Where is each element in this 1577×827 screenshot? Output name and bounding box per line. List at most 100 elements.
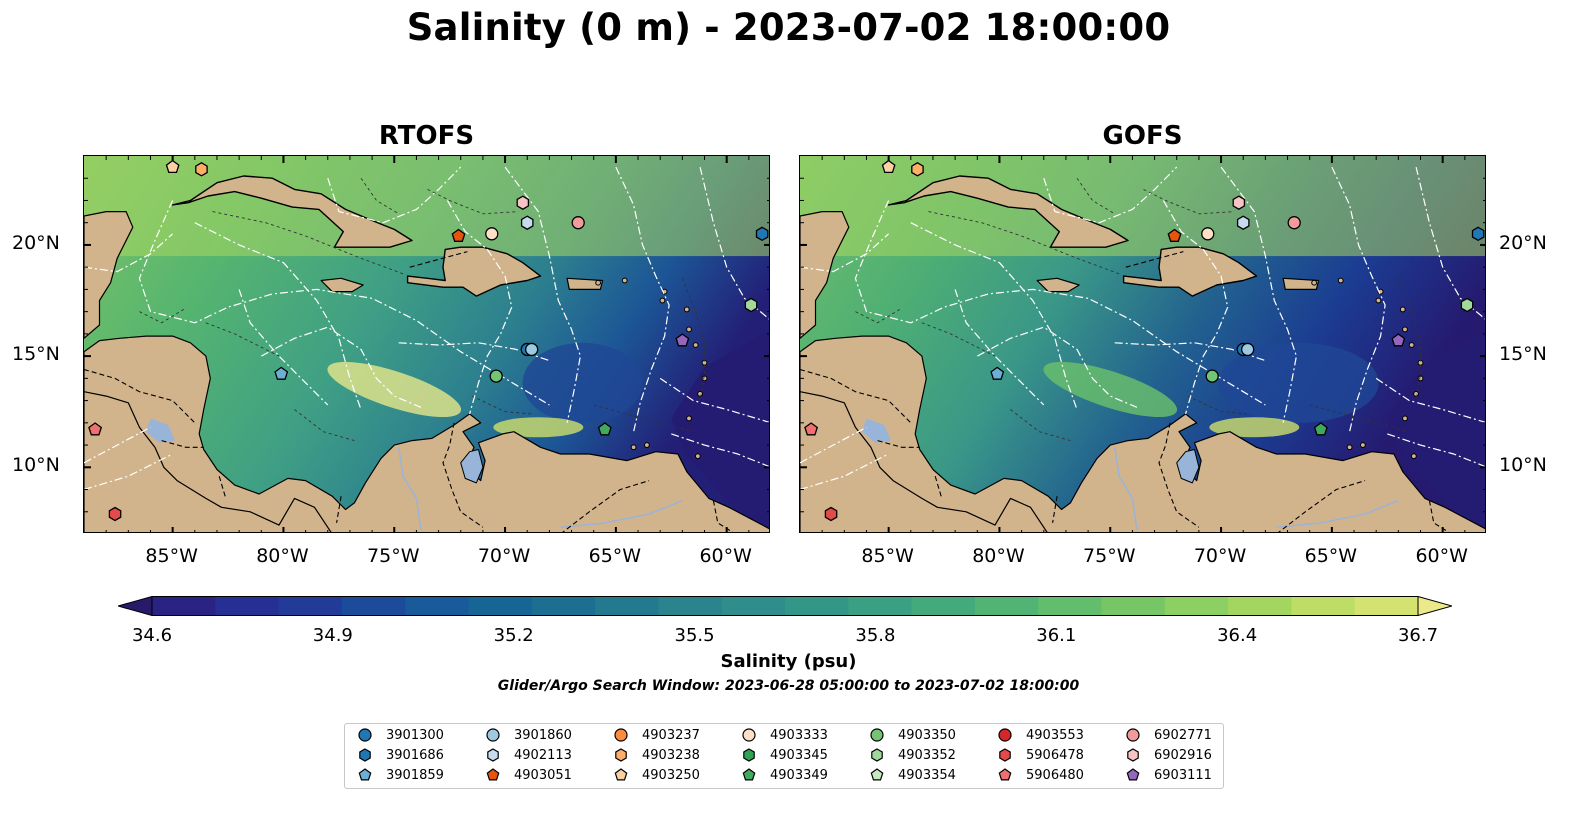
search-window-note: Glider/Argo Search Window: 2023-06-28 05… [497,678,1080,694]
float-marker-4903250[interactable] [881,159,896,174]
colorbar-tick-label: 35.2 [493,625,534,646]
x-tick-label: 80°W [256,545,309,567]
panel-title-gofs: GOFS [1102,121,1183,151]
colorbar-tick-label: 35.8 [855,625,896,646]
colorbar-segment [152,596,216,616]
legend-label: 4903250 [642,767,700,783]
legend-item-3901686: 3901686 [357,747,444,763]
float-marker-3901686[interactable] [1471,226,1485,242]
legend-item-4903237: 4903237 [613,727,700,743]
colorbar [116,595,1454,617]
float-marker-4903333[interactable] [485,227,499,241]
x-tick-label: 60°W [699,545,752,567]
colorbar-segment [468,596,533,616]
hexagon-marker-icon [1127,748,1139,762]
float-marker-4903238[interactable] [195,162,208,177]
circle-marker-icon [486,728,500,742]
float-marker-6902771[interactable] [571,216,585,230]
float-marker-5906480[interactable] [804,422,819,436]
colorbar-segment [848,596,913,616]
colorbar-extend-low [116,595,153,617]
float-marker-4903051[interactable] [451,228,466,242]
pentagon-marker-icon [486,768,500,781]
float-marker-3901686[interactable] [755,226,769,242]
float-marker-4903352[interactable] [744,297,758,313]
x-tick-label: 65°W [588,545,642,567]
legend-label: 4903553 [1026,727,1084,743]
float-marker-5906480[interactable] [88,422,103,436]
float-marker-4903350[interactable] [1205,369,1219,383]
float-marker-4903051[interactable] [1167,228,1182,242]
float-legend: 3901300 3901686 3901859 3901860 4902113 49030… [344,723,1224,789]
legend-label: 4903354 [898,767,956,783]
hexagon-marker-icon [359,748,371,762]
x-tick-label: 75°W [1083,545,1136,567]
legend-item-4903345: 4903345 [741,747,828,763]
legend-label: 3901686 [386,747,444,763]
colorbar-label: Salinity (psu) [720,651,857,672]
legend-item-6902771: 6902771 [1125,727,1212,743]
float-marker-6902916[interactable] [516,195,530,210]
circle-marker-icon [998,728,1012,742]
colorbar-segment [658,596,723,616]
x-tick-label: 85°W [145,545,198,567]
float-marker-5906478[interactable] [824,506,838,522]
float-marker-4902113[interactable] [1236,215,1250,230]
float-marker-4903333[interactable] [1201,227,1215,241]
pentagon-marker-icon [358,768,372,781]
map-gofs [799,155,1486,533]
hexagon-marker-icon [743,748,755,762]
y-tick-label-left: 20°N [12,231,60,254]
float-marker-6903111[interactable] [1391,333,1406,347]
hexagon-marker-icon [487,748,499,762]
hexagon-marker-icon [615,748,627,762]
float-marker-6902771[interactable] [1287,216,1301,230]
colorbar-segment [721,596,786,616]
float-marker-4903350[interactable] [489,369,503,383]
colorbar-extend-high [1417,595,1454,617]
float-marker-3901860[interactable] [525,342,539,357]
hexagon-marker-icon [999,748,1011,762]
legend-item-4903553: 4903553 [997,727,1084,743]
float-marker-5906478[interactable] [108,506,122,522]
circle-marker-icon [1126,728,1140,742]
legend-label: 4903333 [770,727,828,743]
legend-label: 3901860 [514,727,572,743]
float-marker-4903238[interactable] [911,162,924,177]
float-marker-3901859[interactable] [274,366,289,380]
legend-label: 6902771 [1154,727,1212,743]
colorbar-segment [278,596,343,616]
float-marker-6902916[interactable] [1232,195,1246,210]
legend-item-4903349: 4903349 [741,767,828,783]
y-tick-label-right: 20°N [1499,231,1547,254]
float-marker-4903349[interactable] [597,422,612,436]
colorbar-tick-label: 34.6 [131,625,173,646]
float-marker-4903250[interactable] [165,159,180,174]
pentagon-marker-icon [870,768,884,781]
float-marker-3901859[interactable] [990,366,1005,380]
colorbar-segment [215,596,280,616]
y-tick-label-left: 15°N [12,343,60,366]
legend-item-6902916: 6902916 [1125,747,1212,763]
legend-item-5906480: 5906480 [997,767,1084,783]
legend-item-4903354: 4903354 [869,767,956,783]
colorbar-tick-label: 36.7 [1397,625,1439,646]
colorbar-segment [341,596,406,616]
colorbar-segment [595,596,659,616]
legend-item-3901860: 3901860 [485,727,572,743]
x-tick-label: 75°W [367,545,420,567]
legend-label: 3901859 [386,767,444,783]
float-marker-4903349[interactable] [1313,422,1328,436]
legend-item-5906478: 5906478 [997,747,1084,763]
x-tick-label: 70°W [1193,545,1247,567]
legend-item-4902113: 4902113 [485,747,572,763]
legend-label: 4903238 [642,747,700,763]
float-marker-4903352[interactable] [1460,297,1474,313]
float-marker-6903111[interactable] [675,333,690,347]
float-marker-3901860[interactable] [1241,342,1255,357]
y-tick-label-left: 10°N [12,454,60,477]
legend-item-4903238: 4903238 [613,747,700,763]
panel-title-rtofs: RTOFS [378,121,475,151]
float-marker-4902113[interactable] [520,215,534,230]
legend-item-4903333: 4903333 [741,727,828,743]
